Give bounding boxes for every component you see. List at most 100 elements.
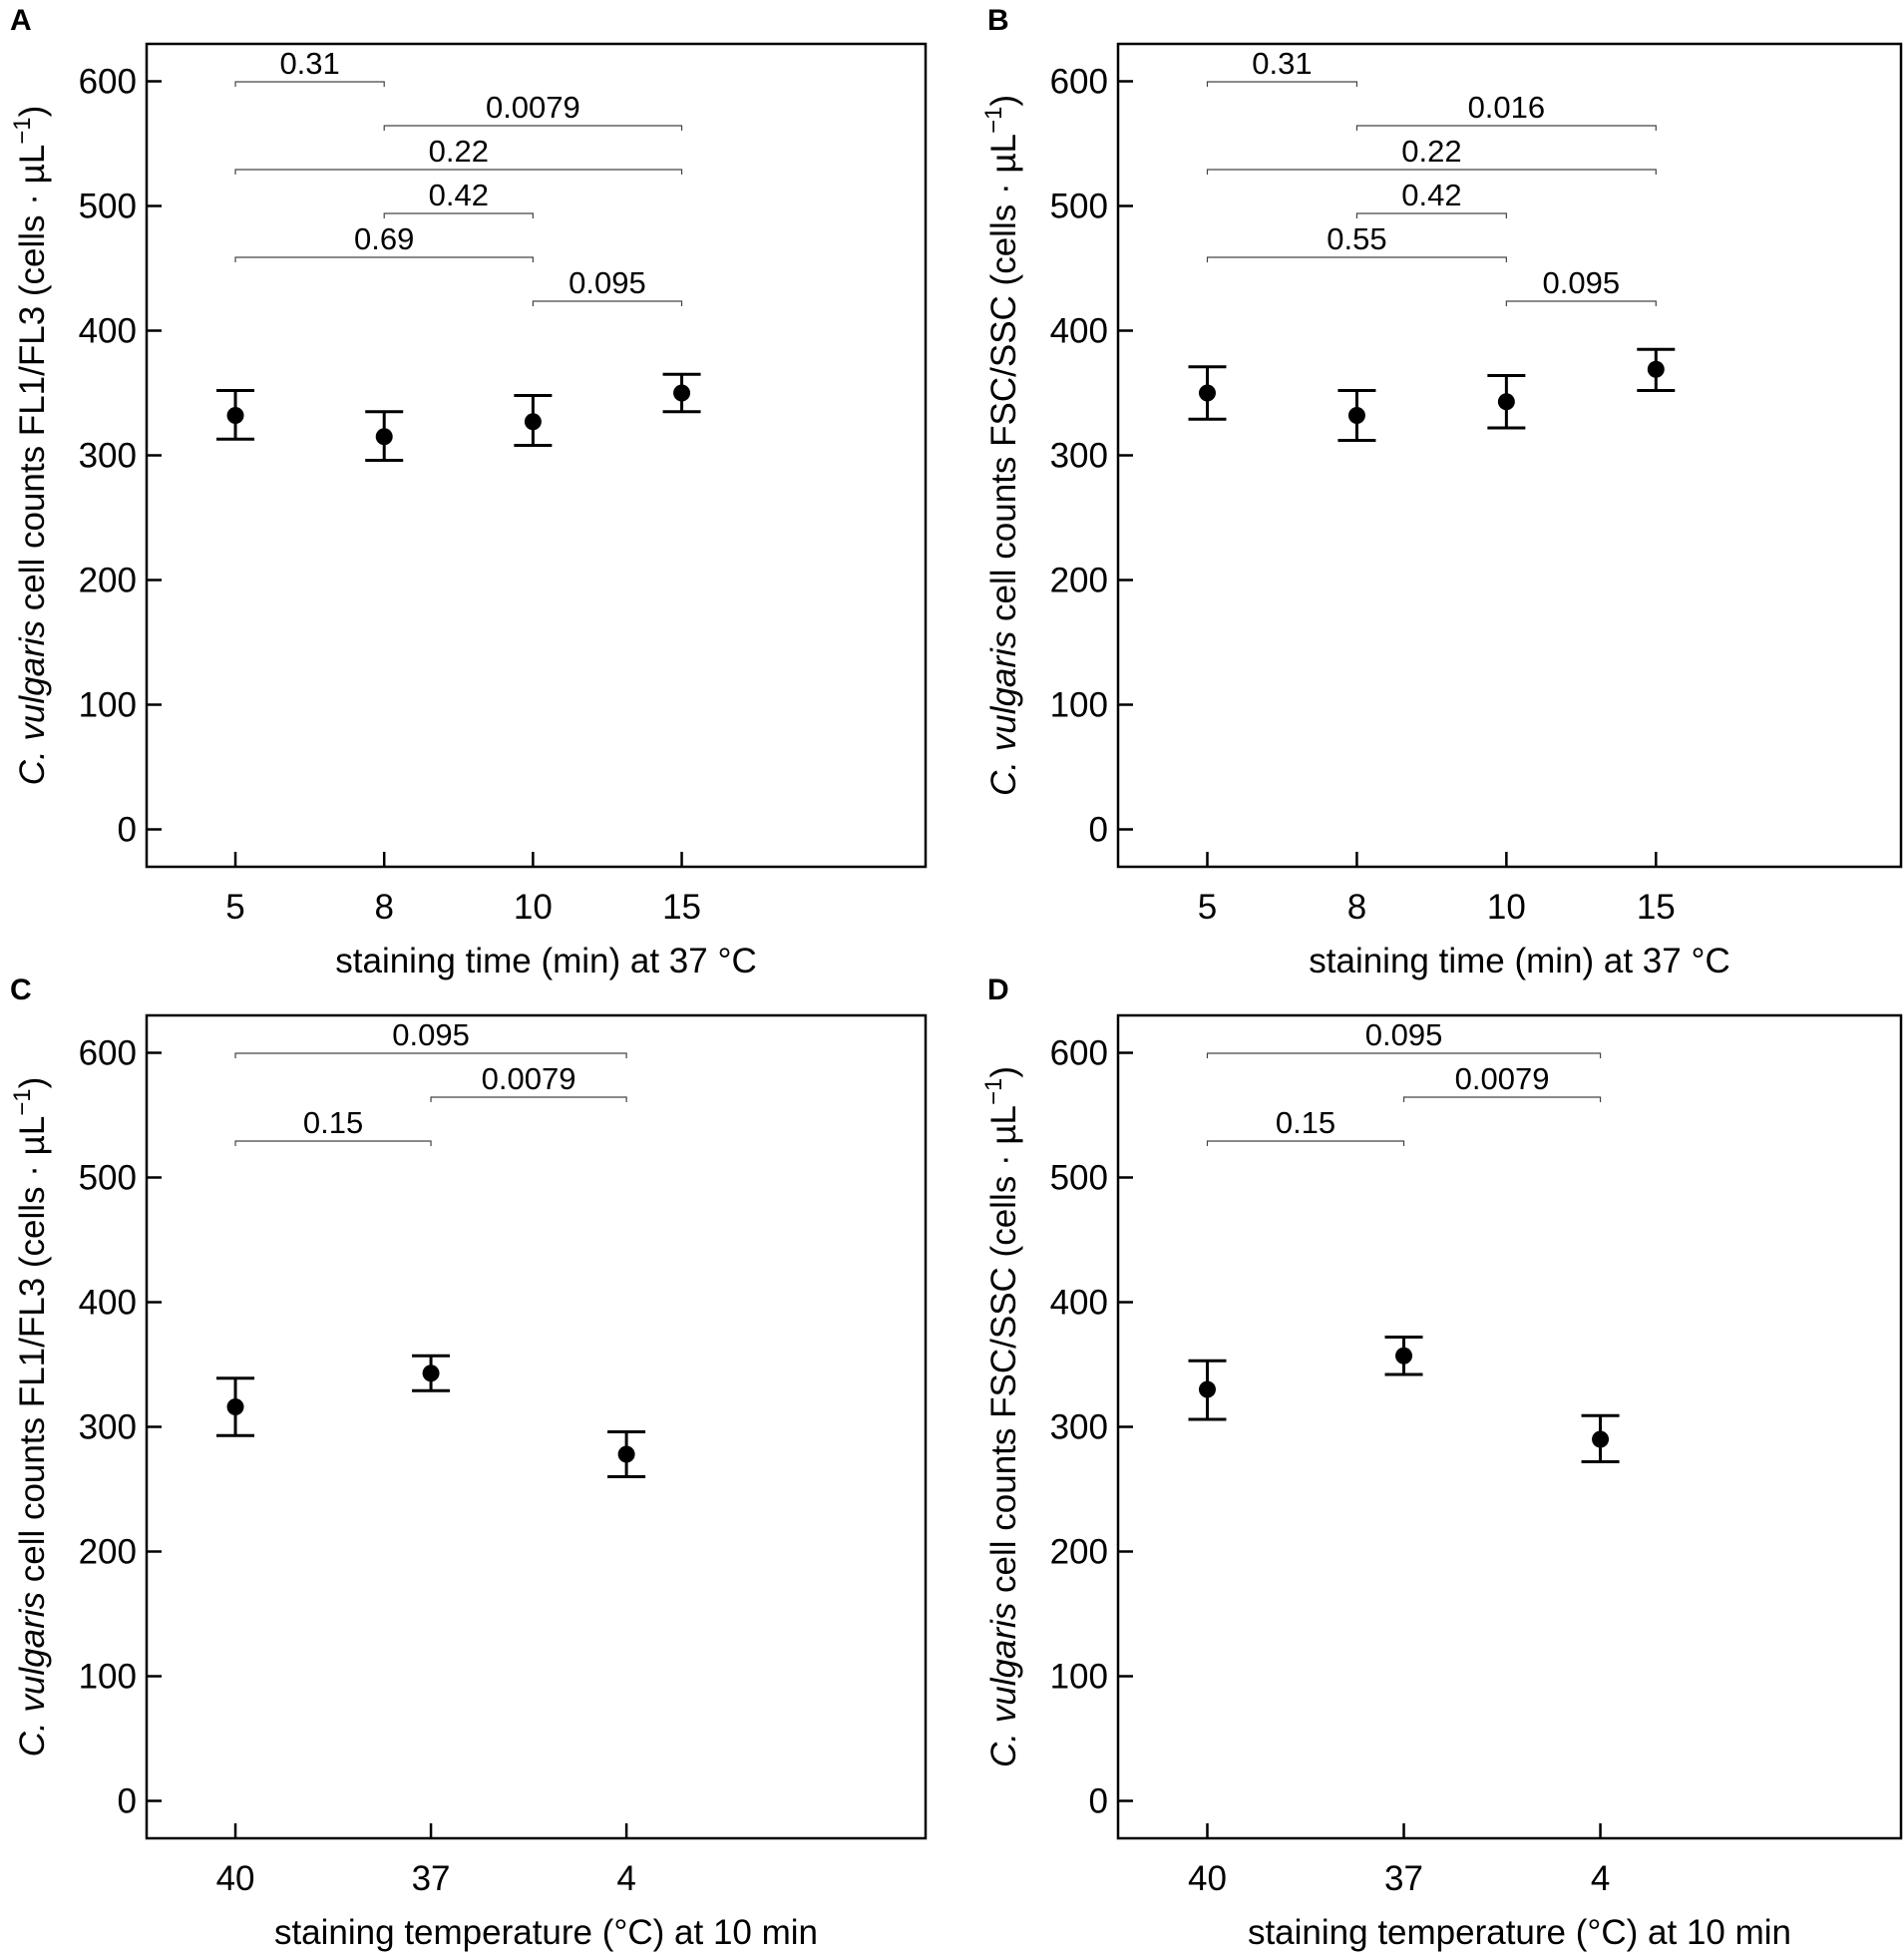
y-tick-label: 0 (118, 811, 137, 850)
panel-letter: A (10, 4, 32, 37)
p-value-bracket (234, 81, 385, 87)
p-value-bracket (1206, 81, 1358, 87)
p-value-bracket (234, 169, 683, 175)
y-tick-label: 0 (1089, 811, 1108, 850)
x-axis-label: staining time (min) at 37 °C (335, 942, 756, 980)
p-value-label: 0.095 (569, 265, 646, 300)
p-value-bracket (1505, 300, 1657, 306)
p-value-label: 0.095 (1543, 265, 1621, 300)
y-tick-label: 200 (79, 1533, 137, 1572)
y-axis-label: C. vulgaris cell counts FL1/FL3 (cells ·… (9, 1077, 52, 1758)
plot-frame (145, 42, 928, 869)
panel-letter: C (10, 974, 32, 1006)
p-value-bracket (430, 1096, 627, 1102)
y-tick-label: 400 (1050, 1284, 1108, 1323)
p-value-bracket (532, 300, 683, 306)
x-tick-label: 37 (1384, 1859, 1423, 1898)
y-axis-label-superscript: −1 (9, 117, 36, 144)
data-point (226, 1398, 244, 1415)
p-value-label: 0.095 (1365, 1017, 1443, 1052)
p-value-label: 0.0079 (482, 1061, 576, 1096)
y-axis-label-italic: C. vulgaris (984, 631, 1023, 796)
y-tick-label: 600 (1050, 1034, 1108, 1073)
y-axis-label-superscript: −1 (980, 1078, 1007, 1105)
chart-panel-c: C 0 100 200 300 400 500 600 40 37 4 staining temper… (9, 974, 928, 1952)
data-point (1592, 1430, 1610, 1448)
x-tick-label: 10 (1487, 888, 1526, 927)
p-value-label: 0.15 (303, 1105, 363, 1140)
y-tick-label: 200 (79, 562, 137, 600)
y-tick-label: 0 (1089, 1782, 1108, 1821)
y-axis-label: C. vulgaris cell counts FL1/FL3 (cells ·… (9, 106, 52, 786)
data-point (1198, 1380, 1216, 1398)
data-point (1395, 1347, 1413, 1365)
x-axis-label: staining temperature (°C) at 10 min (274, 1913, 818, 1952)
y-tick-label: 600 (79, 1034, 137, 1073)
y-tick-label: 300 (79, 1408, 137, 1447)
p-value-bracket (234, 1052, 627, 1058)
y-axis-label-text: cell counts FSC/SSC (cells · µL (984, 134, 1023, 631)
p-value-bracket (1206, 1052, 1602, 1058)
y-tick-label: 300 (1050, 1408, 1108, 1447)
x-tick-label: 15 (662, 888, 701, 927)
y-axis-label-close: ) (13, 106, 52, 118)
p-value-bracket (1355, 125, 1657, 131)
y-tick-label: 400 (79, 1284, 137, 1323)
x-tick-label: 15 (1637, 888, 1676, 927)
y-axis-label-superscript: −1 (9, 1088, 36, 1115)
y-tick-label: 600 (1050, 63, 1108, 102)
p-value-label: 0.22 (1401, 134, 1461, 169)
p-value-label: 0.42 (1401, 178, 1461, 212)
p-value-bracket (1402, 1096, 1602, 1102)
y-axis-label-text: cell counts FL1/FL3 (cells · µL (13, 1116, 52, 1592)
p-value-bracket (234, 256, 534, 262)
p-value-label: 0.31 (1252, 46, 1312, 81)
data-point (422, 1365, 440, 1382)
y-tick-label: 500 (1050, 188, 1108, 226)
x-tick-label: 37 (412, 1859, 451, 1898)
p-value-bracket (1206, 169, 1657, 175)
y-tick-label: 400 (1050, 312, 1108, 351)
y-axis-label-text: cell counts FL1/FL3 (cells · µL (13, 145, 52, 620)
y-tick-label: 600 (79, 63, 137, 102)
x-tick-label: 40 (216, 1859, 255, 1898)
p-value-label: 0.22 (429, 134, 489, 169)
p-value-label: 0.016 (1468, 90, 1546, 125)
chart-panel-d: D 0 100 200 300 400 500 600 40 37 4 staining temper… (980, 974, 1903, 1952)
x-tick-label: 4 (616, 1859, 635, 1898)
y-tick-label: 500 (79, 188, 137, 226)
panel-letter: B (987, 4, 1009, 37)
y-tick-label: 100 (1050, 686, 1108, 725)
p-value-bracket (1206, 256, 1507, 262)
x-tick-label: 40 (1188, 1859, 1227, 1898)
x-axis-label: staining temperature (°C) at 10 min (1248, 1913, 1791, 1952)
p-value-label: 0.69 (354, 221, 414, 256)
p-value-label: 0.42 (429, 178, 489, 212)
data-point (524, 413, 542, 431)
y-tick-label: 100 (79, 686, 137, 725)
plot-frame (145, 1013, 928, 1840)
y-tick-label: 100 (79, 1658, 137, 1697)
x-tick-label: 10 (514, 888, 553, 927)
p-value-bracket (383, 212, 534, 218)
p-value-label: 0.31 (279, 46, 339, 81)
data-point (226, 407, 244, 424)
y-axis-label-italic: C. vulgaris (13, 1592, 52, 1757)
p-value-label: 0.15 (1276, 1105, 1335, 1140)
p-value-bracket (234, 1140, 432, 1146)
x-axis-label: staining time (min) at 37 °C (1309, 942, 1729, 980)
data-point (1497, 393, 1515, 411)
data-point (1347, 407, 1365, 424)
y-tick-label: 300 (79, 437, 137, 476)
y-axis-label-superscript: −1 (980, 107, 1007, 134)
panel-letter: D (987, 974, 1009, 1006)
y-tick-label: 200 (1050, 1533, 1108, 1572)
x-tick-label: 4 (1591, 1859, 1610, 1898)
y-axis-label-close: ) (984, 1066, 1023, 1078)
p-value-label: 0.095 (392, 1017, 470, 1052)
data-point (1198, 384, 1216, 402)
plot-frame (1116, 42, 1903, 869)
p-value-label: 0.0079 (486, 90, 580, 125)
y-tick-label: 500 (79, 1159, 137, 1198)
